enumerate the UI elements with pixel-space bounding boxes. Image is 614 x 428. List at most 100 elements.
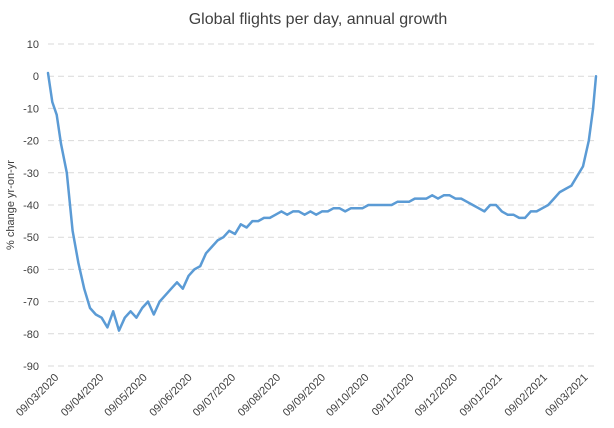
data-point <box>106 326 109 329</box>
y-tick-label: -40 <box>23 200 39 212</box>
data-point <box>263 216 265 219</box>
data-point <box>500 210 503 213</box>
x-tick-label: 09/01/2021 <box>458 372 505 419</box>
data-point <box>384 204 387 206</box>
data-point <box>477 207 480 210</box>
data-point <box>47 72 49 74</box>
data-point <box>309 210 312 213</box>
data-point <box>321 210 323 213</box>
data-point <box>425 197 428 200</box>
data-point <box>123 316 126 319</box>
data-point <box>361 207 364 210</box>
series-line <box>46 71 598 332</box>
data-point <box>595 75 597 78</box>
data-point <box>512 213 515 216</box>
data-point <box>344 210 347 213</box>
data-point <box>94 313 97 316</box>
x-tick-label: 09/10/2020 <box>324 372 371 419</box>
data-point <box>535 210 538 213</box>
data-point <box>280 210 283 213</box>
y-tick-label: -30 <box>23 168 39 180</box>
data-point <box>431 194 434 197</box>
data-point <box>129 310 132 313</box>
x-tick-label: 09/09/2020 <box>281 372 328 419</box>
data-point <box>228 229 231 232</box>
data-point <box>587 139 590 142</box>
data-point <box>495 204 497 206</box>
data-point <box>286 213 289 216</box>
data-point <box>338 207 341 210</box>
y-tick-label: -90 <box>23 361 39 373</box>
x-tick-label: 09/08/2020 <box>236 372 283 419</box>
data-point <box>541 207 544 210</box>
x-tick-label: 09/04/2020 <box>59 372 106 419</box>
x-tick-label: 09/02/2021 <box>503 372 550 419</box>
data-point <box>193 268 196 271</box>
y-tick-label: -10 <box>23 103 39 115</box>
data-point <box>187 274 190 277</box>
data-point <box>390 204 393 206</box>
data-point <box>257 220 260 223</box>
y-tick-label: 0 <box>33 71 39 83</box>
data-point <box>210 245 213 248</box>
data-point <box>413 197 416 200</box>
data-point <box>466 200 468 203</box>
data-point <box>315 213 318 216</box>
y-tick-label: -80 <box>23 329 39 341</box>
data-point <box>216 239 219 242</box>
data-point <box>402 200 405 203</box>
data-point <box>83 287 86 290</box>
data-point <box>164 294 167 297</box>
data-point <box>89 307 91 309</box>
series-layer <box>46 71 598 332</box>
data-point <box>234 233 236 235</box>
data-point <box>222 236 225 239</box>
data-point <box>274 213 277 216</box>
data-point <box>489 204 492 206</box>
data-point <box>576 175 579 177</box>
data-point <box>483 210 486 213</box>
data-point <box>176 281 178 284</box>
chart-title: Global flights per day, annual growth <box>189 11 448 28</box>
x-tick-label: 09/11/2020 <box>370 372 417 419</box>
data-point <box>181 287 184 290</box>
data-point <box>65 171 68 174</box>
data-point <box>292 210 294 213</box>
x-tick-label: 09/12/2020 <box>413 372 460 419</box>
data-point <box>199 265 202 268</box>
data-point <box>303 213 306 216</box>
data-point <box>55 113 58 116</box>
data-point <box>135 316 138 319</box>
y-tick-label: -70 <box>23 297 39 309</box>
data-point <box>268 216 271 219</box>
data-point <box>112 310 115 313</box>
x-tick-label: 09/03/2020 <box>14 372 61 419</box>
data-point <box>118 329 120 332</box>
data-point <box>379 204 381 206</box>
x-tick-label: 09/07/2020 <box>191 372 238 419</box>
data-point <box>60 142 62 145</box>
data-point <box>141 307 144 309</box>
grid-lines <box>48 43 596 367</box>
data-point <box>518 216 521 219</box>
data-point <box>570 184 573 187</box>
data-point <box>147 300 149 303</box>
data-point <box>158 300 161 303</box>
data-point <box>152 313 155 316</box>
data-point <box>100 316 103 319</box>
data-point <box>471 204 474 206</box>
y-axis-ticks: 10 0 -10 -20 -30 -40 -50 -60 -70 -80 -90 <box>23 39 39 373</box>
data-point <box>448 194 451 197</box>
data-point <box>326 210 329 213</box>
x-axis-ticks: 09/03/202009/04/202009/05/202009/06/2020… <box>14 372 591 419</box>
data-point <box>355 207 358 210</box>
data-point <box>239 223 242 226</box>
y-axis-label: % change yr-on-yr <box>5 160 17 250</box>
data-point <box>553 197 555 200</box>
data-point <box>592 107 595 110</box>
data-point <box>460 197 463 200</box>
y-tick-label: 10 <box>27 39 39 51</box>
data-point <box>350 207 352 210</box>
